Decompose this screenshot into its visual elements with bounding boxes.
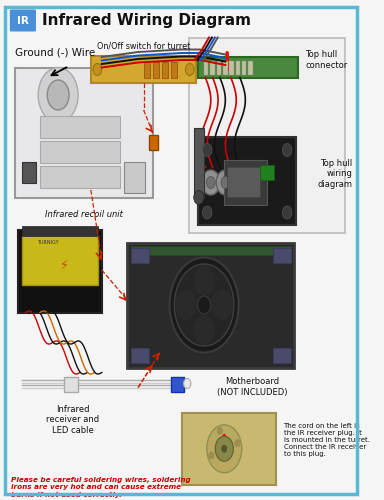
Bar (189, 38, 345, 232)
Text: Please be careful soldering wires, soldering
irons are very hot and can cause ex: Please be careful soldering wires, solde… (11, 477, 190, 498)
Bar (64, 376, 78, 392)
Bar (131, 248, 149, 262)
Bar (40, 142, 120, 163)
Bar (144, 62, 150, 78)
Circle shape (282, 206, 292, 219)
Circle shape (221, 445, 227, 453)
Bar (162, 62, 168, 78)
Bar (229, 61, 234, 75)
Bar (210, 61, 215, 75)
Text: Top hull
connector: Top hull connector (305, 50, 348, 70)
Circle shape (193, 265, 215, 295)
Circle shape (235, 440, 240, 446)
Circle shape (174, 264, 234, 346)
Circle shape (215, 436, 233, 461)
Text: Ground (-) Wire: Ground (-) Wire (15, 48, 95, 58)
Bar (182, 412, 276, 485)
Bar (198, 58, 298, 78)
Circle shape (47, 80, 69, 110)
Bar (131, 348, 149, 362)
Circle shape (202, 170, 220, 195)
Circle shape (184, 378, 191, 388)
Text: TURNIGY: TURNIGY (36, 240, 58, 245)
Bar (260, 165, 275, 180)
Text: Infrared
receiver and
LED cable: Infrared receiver and LED cable (46, 405, 99, 435)
Bar (227, 168, 260, 198)
FancyBboxPatch shape (10, 10, 36, 32)
Bar (171, 376, 184, 392)
Circle shape (175, 290, 197, 320)
Bar (248, 61, 253, 75)
Circle shape (212, 290, 233, 320)
Bar (235, 61, 240, 75)
Bar (153, 62, 159, 78)
Text: Motherboard
(NOT INCLUDED): Motherboard (NOT INCLUDED) (217, 378, 288, 397)
Text: On/Off switch for turret: On/Off switch for turret (97, 42, 190, 50)
Text: The cord on the left is
the IR receiver plug. It
is mounted in the turret.
Conne: The cord on the left is the IR receiver … (283, 424, 369, 458)
Bar (204, 61, 208, 75)
Circle shape (221, 176, 230, 188)
Text: Infrared Wiring Diagram: Infrared Wiring Diagram (42, 13, 251, 28)
Bar (40, 116, 120, 138)
Bar (273, 348, 291, 362)
Bar (242, 61, 247, 75)
Bar (40, 166, 120, 188)
Circle shape (202, 206, 212, 219)
Text: ⚡: ⚡ (60, 258, 68, 272)
Circle shape (216, 170, 235, 195)
Bar (15, 68, 153, 198)
Text: Top hull
wiring
diagram: Top hull wiring diagram (318, 159, 353, 189)
Circle shape (207, 425, 242, 473)
Circle shape (194, 190, 204, 204)
Bar (149, 135, 158, 150)
Bar (91, 56, 196, 82)
Bar (223, 160, 267, 205)
Bar (22, 162, 36, 182)
Bar (223, 61, 228, 75)
Bar (127, 242, 295, 368)
Bar (22, 226, 98, 236)
Bar (194, 128, 204, 198)
Bar (217, 61, 221, 75)
Circle shape (282, 144, 292, 156)
Circle shape (217, 428, 222, 434)
Text: IR: IR (17, 16, 29, 26)
Circle shape (207, 176, 215, 188)
Bar (171, 62, 177, 78)
Circle shape (185, 64, 194, 76)
Circle shape (202, 144, 212, 156)
Bar (124, 162, 146, 192)
Circle shape (193, 315, 215, 345)
Bar (18, 230, 102, 312)
Circle shape (93, 64, 102, 76)
Bar (198, 138, 296, 225)
Bar (22, 235, 98, 285)
Circle shape (209, 452, 214, 459)
Circle shape (38, 68, 78, 122)
Bar (273, 248, 291, 262)
Circle shape (170, 258, 238, 352)
Bar (131, 246, 291, 255)
Text: Infrared recoil unit: Infrared recoil unit (45, 210, 122, 219)
Circle shape (198, 296, 211, 314)
